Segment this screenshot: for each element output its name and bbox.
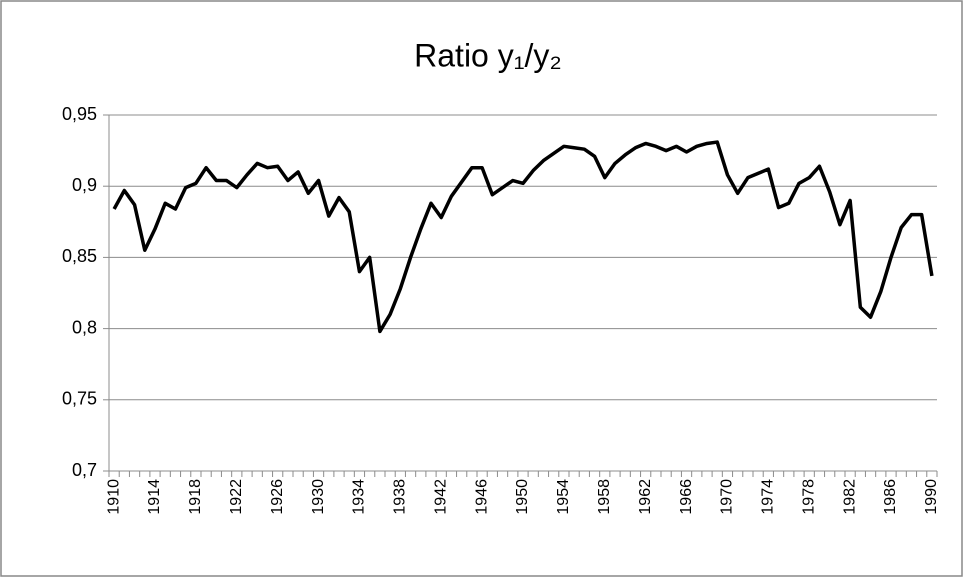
y-tick-label: 0,95 bbox=[62, 104, 97, 124]
x-tick-label: 1954 bbox=[555, 479, 572, 515]
x-tick-label: 1970 bbox=[719, 479, 736, 515]
x-tick-label: 1986 bbox=[882, 479, 899, 515]
y-tick-label: 0,8 bbox=[72, 317, 97, 337]
x-tick-label: 1930 bbox=[310, 479, 327, 515]
y-tick-label: 0,85 bbox=[62, 246, 97, 266]
x-tick-label: 1962 bbox=[637, 479, 654, 515]
x-tick-label: 1978 bbox=[800, 479, 817, 515]
y-tick-label: 0,7 bbox=[72, 460, 97, 480]
x-tick-label: 1918 bbox=[187, 479, 204, 515]
chart-title: Ratio y₁/y₂ bbox=[414, 37, 562, 73]
x-tick-label: 1926 bbox=[269, 479, 286, 515]
x-tick-label: 1974 bbox=[760, 479, 777, 515]
x-tick-label: 1946 bbox=[473, 479, 490, 515]
x-tick-label: 1938 bbox=[392, 479, 409, 515]
x-tick-label: 1934 bbox=[351, 479, 368, 515]
x-tick-label: 1910 bbox=[105, 479, 122, 515]
line-series bbox=[112, 140, 934, 334]
y-tick-label: 0,75 bbox=[62, 389, 97, 409]
x-tick-label: 1922 bbox=[228, 479, 245, 515]
x-tick-label: 1982 bbox=[841, 479, 858, 515]
x-tick-label: 1942 bbox=[432, 479, 449, 515]
x-tick-label: 1950 bbox=[514, 479, 531, 515]
x-tick-label: 1966 bbox=[678, 479, 695, 515]
x-tick-label: 1914 bbox=[146, 479, 163, 515]
x-tick-label: 1958 bbox=[596, 479, 613, 515]
x-tick-label: 1990 bbox=[923, 479, 940, 515]
y-tick-label: 0,9 bbox=[72, 175, 97, 195]
